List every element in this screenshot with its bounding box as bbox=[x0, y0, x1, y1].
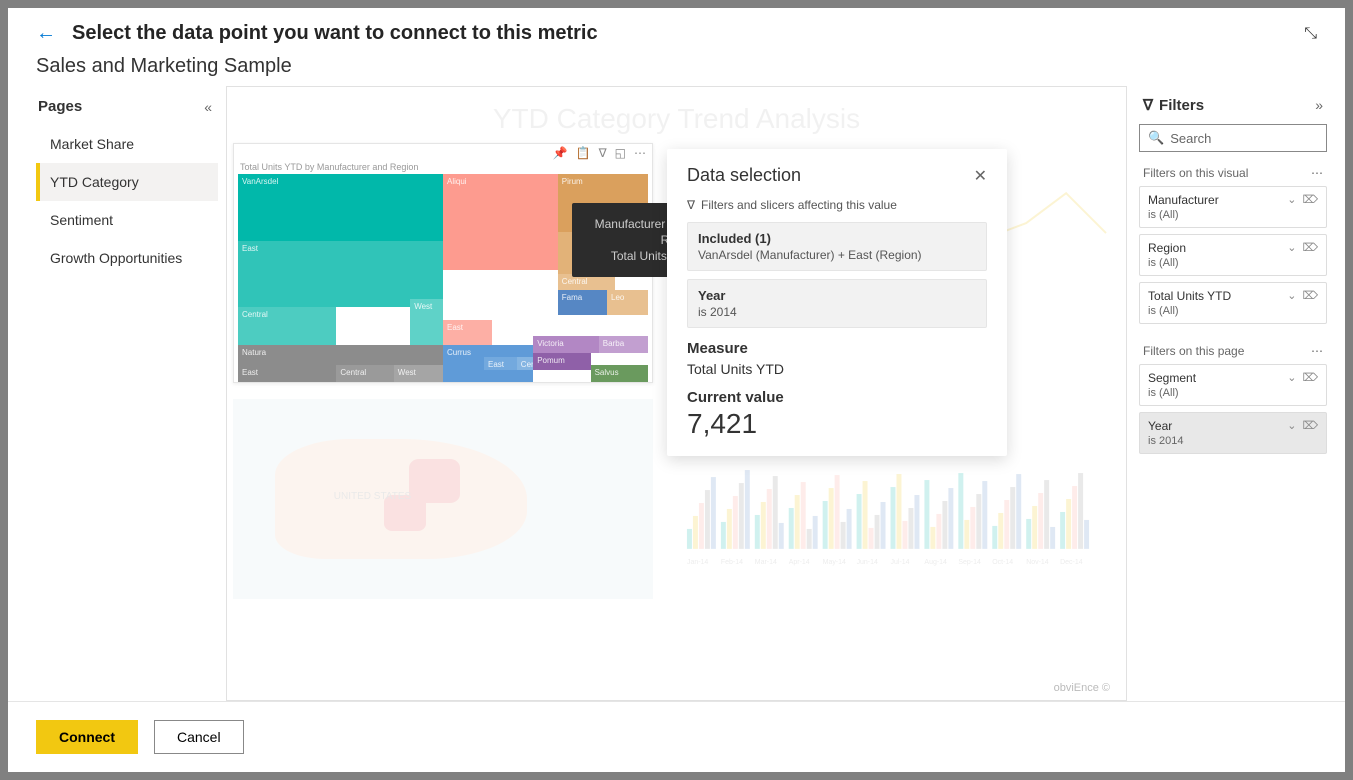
filter-icon[interactable]: ∇ bbox=[599, 146, 607, 160]
search-input[interactable]: 🔍 Search bbox=[1139, 124, 1327, 152]
map-label: UNITED STATES bbox=[334, 491, 411, 502]
treemap-cell[interactable]: Pomum bbox=[533, 353, 590, 370]
svg-text:Jun-14: Jun-14 bbox=[857, 559, 878, 566]
attribution: obviEnce © bbox=[1054, 682, 1110, 694]
chevron-down-icon[interactable]: ⌄ bbox=[1287, 371, 1296, 384]
search-placeholder: Search bbox=[1170, 131, 1211, 146]
treemap-cell[interactable]: VanArsdel bbox=[238, 174, 443, 241]
filters-title: Filters bbox=[1159, 97, 1204, 114]
filter-card[interactable]: Yearis 2014 bbox=[687, 279, 987, 328]
expand-icon[interactable]: ⤡ bbox=[1304, 25, 1317, 43]
collapse-filters-icon[interactable]: » bbox=[1315, 97, 1323, 113]
treemap-cell[interactable]: Barba bbox=[599, 336, 648, 353]
treemap-cell[interactable]: East bbox=[238, 241, 443, 308]
treemap-cell[interactable]: West bbox=[410, 299, 443, 345]
focus-icon[interactable]: ◱ bbox=[615, 146, 626, 160]
filter-item[interactable]: Yearis 2014⌄⌦ bbox=[1139, 412, 1327, 454]
svg-text:Feb-14: Feb-14 bbox=[721, 559, 743, 566]
section-more-icon[interactable]: ⋯ bbox=[1311, 166, 1323, 180]
clear-filter-icon[interactable]: ⌦ bbox=[1302, 241, 1318, 254]
canvas-title: YTD Category Trend Analysis bbox=[227, 103, 1126, 135]
more-icon[interactable]: ⋯ bbox=[634, 146, 646, 160]
pages-pane: Pages « Market ShareYTD CategorySentimen… bbox=[22, 86, 222, 701]
treemap-cell[interactable]: Central bbox=[336, 365, 393, 382]
chevron-down-icon[interactable]: ⌄ bbox=[1287, 419, 1296, 432]
page-item[interactable]: Market Share bbox=[36, 125, 218, 163]
svg-text:Sep-14: Sep-14 bbox=[958, 559, 981, 566]
treemap-cell[interactable]: East bbox=[443, 320, 492, 345]
clear-filter-icon[interactable]: ⌦ bbox=[1302, 371, 1318, 384]
cancel-button[interactable]: Cancel bbox=[154, 720, 244, 754]
svg-text:Dec-14: Dec-14 bbox=[1060, 559, 1083, 566]
data-selection-panel: Data selection ✕ ∇ Filters and slicers a… bbox=[667, 149, 1007, 456]
filter-item[interactable]: Total Units YTDis (All)⌄⌦ bbox=[1139, 282, 1327, 324]
treemap-title: Total Units YTD by Manufacturer and Regi… bbox=[234, 162, 652, 174]
svg-text:May-14: May-14 bbox=[823, 559, 846, 566]
back-button[interactable]: ← bbox=[36, 22, 56, 45]
report-subtitle: Sales and Marketing Sample bbox=[8, 49, 1345, 86]
map-visual-bg: UNITED STATES bbox=[233, 399, 653, 599]
chevron-down-icon[interactable]: ⌄ bbox=[1287, 289, 1296, 302]
copy-icon[interactable]: 📋 bbox=[576, 146, 591, 160]
section-more-icon[interactable]: ⋯ bbox=[1311, 344, 1323, 358]
treemap-cell[interactable]: Leo bbox=[607, 290, 648, 315]
filters-pane: ∇ Filters » 🔍 Search Filters on this visu… bbox=[1131, 86, 1331, 701]
filter-funnel-icon: ∇ bbox=[1143, 96, 1153, 114]
measure-label: Measure bbox=[687, 340, 987, 357]
svg-text:Oct-14: Oct-14 bbox=[992, 559, 1013, 566]
clear-filter-icon[interactable]: ⌦ bbox=[1302, 193, 1318, 206]
treemap-cell[interactable]: East bbox=[238, 365, 336, 382]
chevron-down-icon[interactable]: ⌄ bbox=[1287, 193, 1296, 206]
dialog-footer: Connect Cancel bbox=[8, 701, 1345, 772]
chevron-down-icon[interactable]: ⌄ bbox=[1287, 241, 1296, 254]
filter-card[interactable]: Included (1)VanArsdel (Manufacturer) + E… bbox=[687, 222, 987, 271]
svg-text:Nov-14: Nov-14 bbox=[1026, 559, 1049, 566]
clear-filter-icon[interactable]: ⌦ bbox=[1302, 419, 1318, 432]
page-item[interactable]: YTD Category bbox=[36, 163, 218, 201]
filter-item[interactable]: Segmentis (All)⌄⌦ bbox=[1139, 364, 1327, 406]
filters-visual-section: Filters on this visual bbox=[1143, 166, 1248, 180]
current-value-label: Current value bbox=[687, 389, 987, 406]
measure-value: Total Units YTD bbox=[687, 361, 987, 377]
svg-text:Apr-14: Apr-14 bbox=[789, 559, 810, 566]
ds-filters-label: Filters and slicers affecting this value bbox=[701, 198, 897, 212]
treemap-cell[interactable]: Fama bbox=[558, 290, 607, 315]
visual-header: 📌 📋 ∇ ◱ ⋯ bbox=[234, 144, 652, 162]
search-icon: 🔍 bbox=[1148, 130, 1164, 146]
data-selection-title: Data selection bbox=[687, 165, 801, 186]
pin-icon[interactable]: 📌 bbox=[553, 146, 568, 160]
treemap-cell[interactable]: Central bbox=[238, 307, 336, 344]
treemap-cell[interactable]: Aliqui bbox=[443, 174, 558, 270]
svg-text:Jan-14: Jan-14 bbox=[687, 559, 708, 566]
dialog: ← Select the data point you want to conn… bbox=[8, 8, 1345, 772]
filter-item[interactable]: Manufactureris (All)⌄⌦ bbox=[1139, 186, 1327, 228]
clear-filter-icon[interactable]: ⌦ bbox=[1302, 289, 1318, 302]
main-area: Pages « Market ShareYTD CategorySentimen… bbox=[8, 86, 1345, 701]
current-value: 7,421 bbox=[687, 408, 987, 440]
page-item[interactable]: Growth Opportunities bbox=[36, 239, 218, 277]
filter-item[interactable]: Regionis (All)⌄⌦ bbox=[1139, 234, 1327, 276]
filters-page-section: Filters on this page bbox=[1143, 344, 1244, 358]
treemap-cell[interactable]: East bbox=[484, 357, 517, 369]
dialog-header: ← Select the data point you want to conn… bbox=[8, 8, 1345, 49]
filter-funnel-icon: ∇ bbox=[687, 198, 695, 212]
treemap-cell[interactable]: West bbox=[394, 365, 443, 382]
svg-text:Jul-14: Jul-14 bbox=[891, 559, 910, 566]
report-canvas: YTD Category Trend Analysis 📌 📋 ∇ ◱ ⋯ To… bbox=[226, 86, 1127, 701]
treemap-cell[interactable]: Victoria bbox=[533, 336, 599, 353]
svg-text:Mar-14: Mar-14 bbox=[755, 559, 777, 566]
close-icon[interactable]: ✕ bbox=[974, 166, 987, 186]
collapse-pages-icon[interactable]: « bbox=[204, 99, 212, 115]
pages-title: Pages bbox=[38, 98, 82, 115]
svg-text:Aug-14: Aug-14 bbox=[924, 559, 947, 566]
connect-button[interactable]: Connect bbox=[36, 720, 138, 754]
page-item[interactable]: Sentiment bbox=[36, 201, 218, 239]
treemap-cell[interactable]: Salvus bbox=[591, 365, 648, 382]
dialog-title: Select the data point you want to connec… bbox=[72, 22, 1304, 45]
